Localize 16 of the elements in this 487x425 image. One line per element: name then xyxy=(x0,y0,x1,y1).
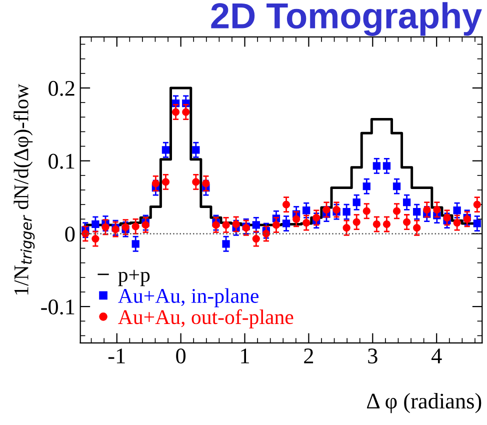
y-tick-label: -0.1 xyxy=(41,299,74,315)
chart-title: 2D Tomography xyxy=(211,2,482,36)
y-tick-label: 0.1 xyxy=(48,154,74,169)
legend-label: Au+Au, in-plane xyxy=(118,288,258,308)
y-axis-title: 1/N$_{trigger}$ dN/d(Δφ)-flow xyxy=(14,84,35,294)
legend-label: Au+Au, out-of-plane xyxy=(118,309,294,328)
x-tick-label: 2 xyxy=(304,348,314,364)
x-tick-label: 0 xyxy=(176,348,186,364)
x-tick-label: 1 xyxy=(241,348,249,364)
x-axis-title: Δ φ (radians) xyxy=(367,392,482,414)
legend-label: p+p xyxy=(118,270,150,286)
y-tick-label: 0 xyxy=(65,226,75,242)
x-tick-label: 4 xyxy=(431,348,442,364)
y-tick-label: 0.2 xyxy=(48,80,74,96)
x-tick-label: 3 xyxy=(368,348,378,364)
x-tick-label: -1 xyxy=(108,348,125,364)
